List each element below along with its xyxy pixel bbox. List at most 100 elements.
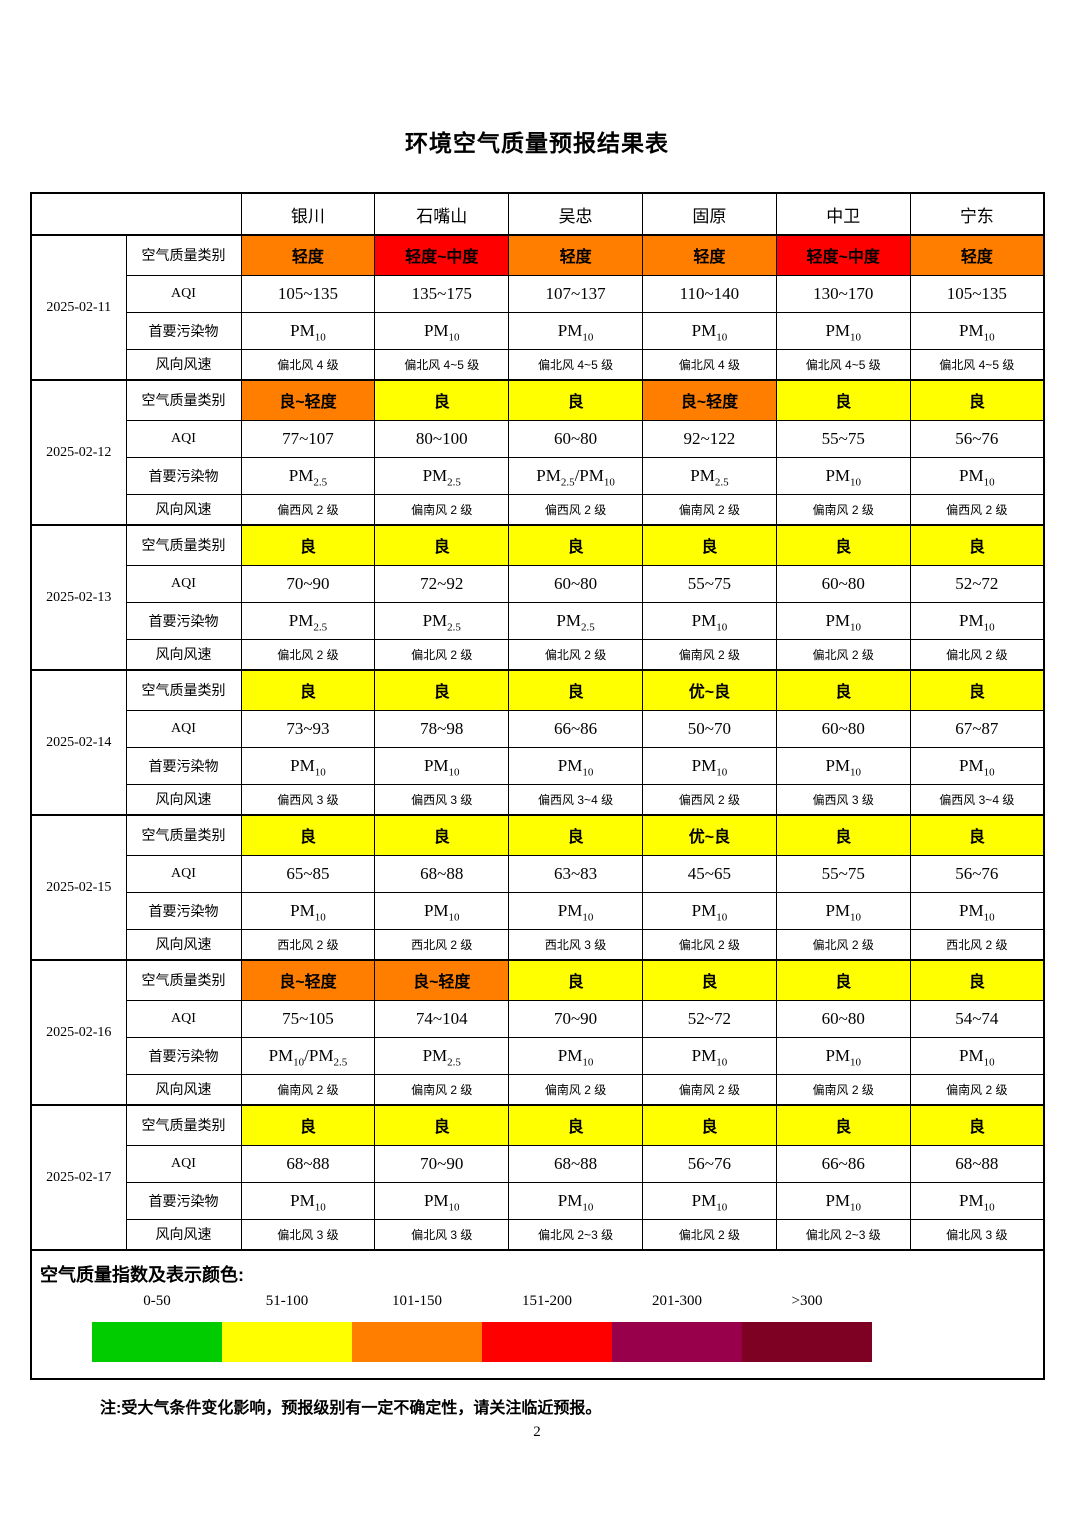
- wind-cell: 偏北风 2~3 级: [775, 1218, 911, 1251]
- pollutant-cell: PM10: [641, 746, 777, 785]
- wind-cell: 偏西风 3~4 级: [909, 783, 1045, 816]
- row-label-wind: 风向风速: [125, 348, 242, 381]
- category-cell: 良: [374, 1104, 510, 1146]
- category-cell: 轻度: [240, 234, 376, 276]
- row-label-wind: 风向风速: [125, 1073, 242, 1106]
- aqi-cell: 78~98: [374, 709, 510, 748]
- legend-range-label: 101-150: [392, 1293, 442, 1309]
- wind-cell: 偏南风 2 级: [508, 1073, 643, 1106]
- pollutant-cell: PM2.5/PM10: [508, 456, 643, 495]
- wind-cell: 西北风 2 级: [374, 928, 510, 961]
- legend-color-swatch: [92, 1322, 222, 1362]
- pollutant-cell: PM10: [641, 1181, 777, 1220]
- category-cell: 轻度~中度: [374, 234, 510, 276]
- category-cell: 良: [775, 814, 911, 856]
- legend-labels: 0-50 51-100 101-150 151-200 201-300 >300: [92, 1289, 872, 1322]
- wind-cell: 偏南风 2 级: [374, 493, 510, 526]
- pollutant-cell: PM2.5: [508, 601, 643, 640]
- wind-cell: 偏西风 2 级: [240, 493, 376, 526]
- category-cell: 良: [374, 524, 510, 566]
- wind-cell: 偏南风 2 级: [775, 493, 911, 526]
- wind-cell: 偏西风 2 级: [909, 493, 1045, 526]
- pollutant-cell: PM10: [508, 1181, 643, 1220]
- row-label-aqi: AQI: [125, 564, 242, 603]
- page-number: 2: [533, 1424, 541, 1440]
- aqi-cell: 105~135: [909, 274, 1045, 313]
- pollutant-cell: PM10: [641, 891, 777, 930]
- aqi-cell: 77~107: [240, 419, 376, 458]
- category-cell: 良: [909, 379, 1045, 421]
- aqi-cell: 72~92: [374, 564, 510, 603]
- pollutant-cell: PM10: [775, 311, 911, 350]
- wind-cell: 偏北风 4 级: [240, 348, 376, 381]
- category-cell: 良: [508, 379, 643, 421]
- category-cell: 良: [775, 669, 911, 711]
- row-label-category: 空气质量类别: [125, 669, 242, 711]
- row-label-aqi: AQI: [125, 274, 242, 313]
- wind-cell: 偏西风 2 级: [641, 783, 777, 816]
- row-label-pollutant: 首要污染物: [125, 311, 242, 350]
- aqi-cell: 73~93: [240, 709, 376, 748]
- category-cell: 良: [909, 669, 1045, 711]
- wind-cell: 偏南风 2 级: [641, 638, 777, 671]
- category-cell: 良~轻度: [240, 959, 376, 1001]
- pollutant-cell: PM10: [240, 746, 376, 785]
- aqi-cell: 107~137: [508, 274, 643, 313]
- aqi-cell: 52~72: [909, 564, 1045, 603]
- city-header: 固原: [641, 192, 777, 236]
- aqi-cell: 105~135: [240, 274, 376, 313]
- aqi-cell: 92~122: [641, 419, 777, 458]
- pollutant-cell: PM10: [374, 1181, 510, 1220]
- wind-cell: 偏北风 2 级: [775, 928, 911, 961]
- aqi-cell: 60~80: [508, 419, 643, 458]
- category-cell: 良: [374, 379, 510, 421]
- row-label-aqi: AQI: [125, 854, 242, 893]
- date-cell: 2025-02-12: [30, 379, 127, 526]
- pollutant-cell: PM10: [508, 1036, 643, 1075]
- category-cell: 良: [240, 1104, 376, 1146]
- aqi-cell: 52~72: [641, 999, 777, 1038]
- wind-cell: 偏北风 4~5 级: [374, 348, 510, 381]
- wind-cell: 偏南风 2 级: [641, 1073, 777, 1106]
- pollutant-cell: PM10: [909, 456, 1045, 495]
- date-cell: 2025-02-17: [30, 1104, 127, 1251]
- pollutant-cell: PM10: [374, 311, 510, 350]
- legend-color-swatch: [352, 1322, 482, 1362]
- pollutant-cell: PM10: [775, 891, 911, 930]
- pollutant-cell: PM10: [641, 1036, 777, 1075]
- row-label-pollutant: 首要污染物: [125, 891, 242, 930]
- aqi-cell: 66~86: [508, 709, 643, 748]
- wind-cell: 偏北风 2 级: [641, 928, 777, 961]
- row-label-wind: 风向风速: [125, 928, 242, 961]
- row-label-category: 空气质量类别: [125, 234, 242, 276]
- aqi-cell: 130~170: [775, 274, 911, 313]
- city-header: 中卫: [775, 192, 911, 236]
- row-label-pollutant: 首要污染物: [125, 456, 242, 495]
- legend-color-swatch: [742, 1322, 872, 1362]
- pollutant-cell: PM2.5: [240, 601, 376, 640]
- category-cell: 良: [909, 524, 1045, 566]
- wind-cell: 偏北风 2~3 级: [508, 1218, 643, 1251]
- category-cell: 良: [374, 814, 510, 856]
- category-cell: 良: [775, 524, 911, 566]
- row-label-aqi: AQI: [125, 1144, 242, 1183]
- pollutant-cell: PM10: [775, 601, 911, 640]
- category-cell: 轻度~中度: [775, 234, 911, 276]
- aqi-cell: 68~88: [240, 1144, 376, 1183]
- category-cell: 良~轻度: [641, 379, 777, 421]
- date-cell: 2025-02-13: [30, 524, 127, 671]
- aqi-cell: 70~90: [240, 564, 376, 603]
- wind-cell: 偏北风 3 级: [374, 1218, 510, 1251]
- aqi-cell: 56~76: [641, 1144, 777, 1183]
- date-cell: 2025-02-15: [30, 814, 127, 961]
- category-cell: 优~良: [641, 814, 777, 856]
- wind-cell: 偏北风 4~5 级: [909, 348, 1045, 381]
- category-cell: 轻度: [641, 234, 777, 276]
- pollutant-cell: PM2.5: [374, 601, 510, 640]
- row-label-pollutant: 首要污染物: [125, 601, 242, 640]
- date-cell: 2025-02-11: [30, 234, 127, 381]
- wind-cell: 偏北风 2 级: [374, 638, 510, 671]
- pollutant-cell: PM10: [775, 456, 911, 495]
- wind-cell: 偏北风 2 级: [508, 638, 643, 671]
- row-label-pollutant: 首要污染物: [125, 1181, 242, 1220]
